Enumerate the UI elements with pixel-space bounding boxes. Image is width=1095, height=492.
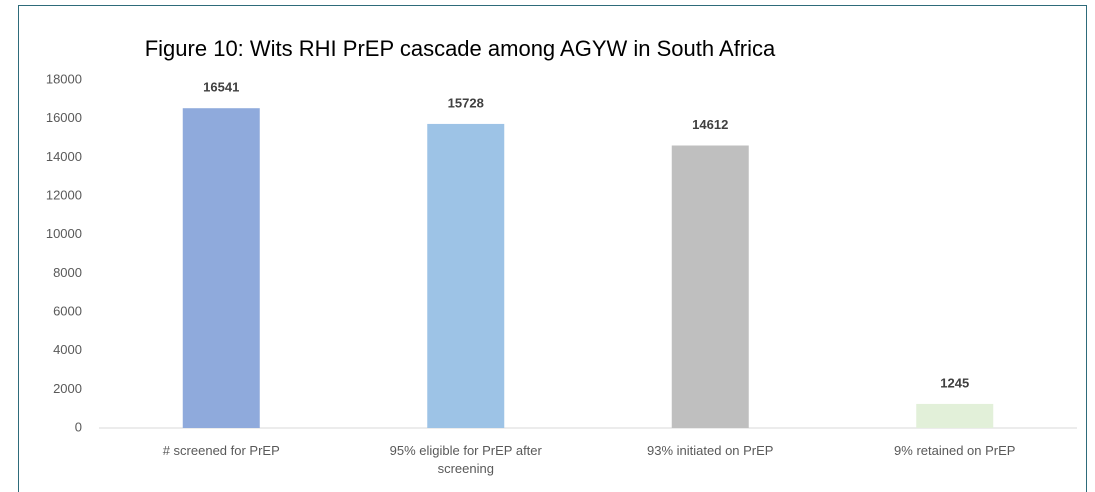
bar	[427, 123, 505, 429]
y-tick-label: 4000	[53, 342, 82, 357]
y-tick-label: 10000	[46, 226, 82, 241]
chart-frame	[18, 5, 1087, 492]
y-tick-label: 16000	[46, 110, 82, 125]
x-tick-label: 95% eligible for PrEP after screening	[389, 443, 542, 476]
y-tick-label: 18000	[46, 71, 82, 86]
y-tick-label: 12000	[46, 187, 82, 202]
y-tick-label: 6000	[53, 303, 82, 318]
bar	[916, 403, 994, 428]
y-tick-label: 0	[75, 419, 82, 434]
y-tick-label: 8000	[53, 265, 82, 280]
data-label: 14612	[692, 117, 728, 132]
x-tick-label: 9% retained on PrEP	[894, 443, 1016, 458]
chart-title: Figure 10: Wits RHI PrEP cascade among A…	[145, 36, 776, 61]
y-tick-label: 14000	[46, 149, 82, 164]
x-tick-label: # screened for PrEP	[162, 443, 280, 458]
bar	[182, 108, 260, 428]
data-label: 15728	[448, 95, 484, 110]
bar	[671, 145, 749, 428]
x-tick-label: 93% initiated on PrEP	[647, 443, 774, 458]
data-label: 1245	[940, 375, 969, 390]
y-tick-label: 2000	[53, 381, 82, 396]
data-label: 16541	[203, 80, 239, 95]
